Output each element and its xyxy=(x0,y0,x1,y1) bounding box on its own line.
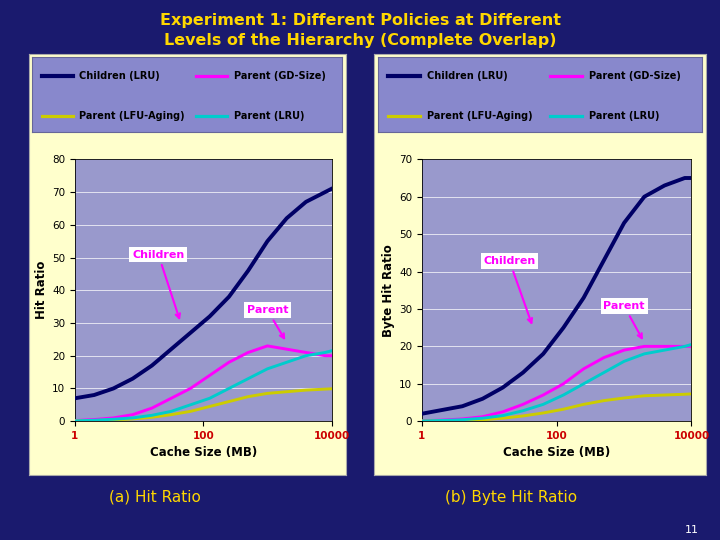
Y-axis label: Byte Hit Ratio: Byte Hit Ratio xyxy=(382,244,395,336)
Text: Children: Children xyxy=(132,249,184,318)
Text: 11: 11 xyxy=(685,524,698,535)
Text: Parent: Parent xyxy=(603,301,645,338)
Text: Parent: Parent xyxy=(247,305,288,338)
Text: Parent (GD-Size): Parent (GD-Size) xyxy=(233,71,325,80)
X-axis label: Cache Size (MB): Cache Size (MB) xyxy=(150,447,257,460)
Text: (a) Hit Ratio: (a) Hit Ratio xyxy=(109,490,201,505)
Text: Parent (LFU-Aging): Parent (LFU-Aging) xyxy=(426,111,532,120)
Text: Experiment 1: Different Policies at Different
Levels of the Hierarchy (Complete : Experiment 1: Different Policies at Diff… xyxy=(160,14,560,48)
Text: (b) Byte Hit Ratio: (b) Byte Hit Ratio xyxy=(445,490,577,505)
Text: Children (LRU): Children (LRU) xyxy=(426,71,508,80)
X-axis label: Cache Size (MB): Cache Size (MB) xyxy=(503,447,611,460)
Text: Parent (GD-Size): Parent (GD-Size) xyxy=(589,71,680,80)
Text: Parent (LFU-Aging): Parent (LFU-Aging) xyxy=(79,111,184,120)
Text: Children: Children xyxy=(483,256,536,323)
Text: Parent (LRU): Parent (LRU) xyxy=(233,111,304,120)
Text: Children (LRU): Children (LRU) xyxy=(79,71,160,80)
Y-axis label: Hit Ratio: Hit Ratio xyxy=(35,261,48,320)
Text: Parent (LRU): Parent (LRU) xyxy=(589,111,659,120)
